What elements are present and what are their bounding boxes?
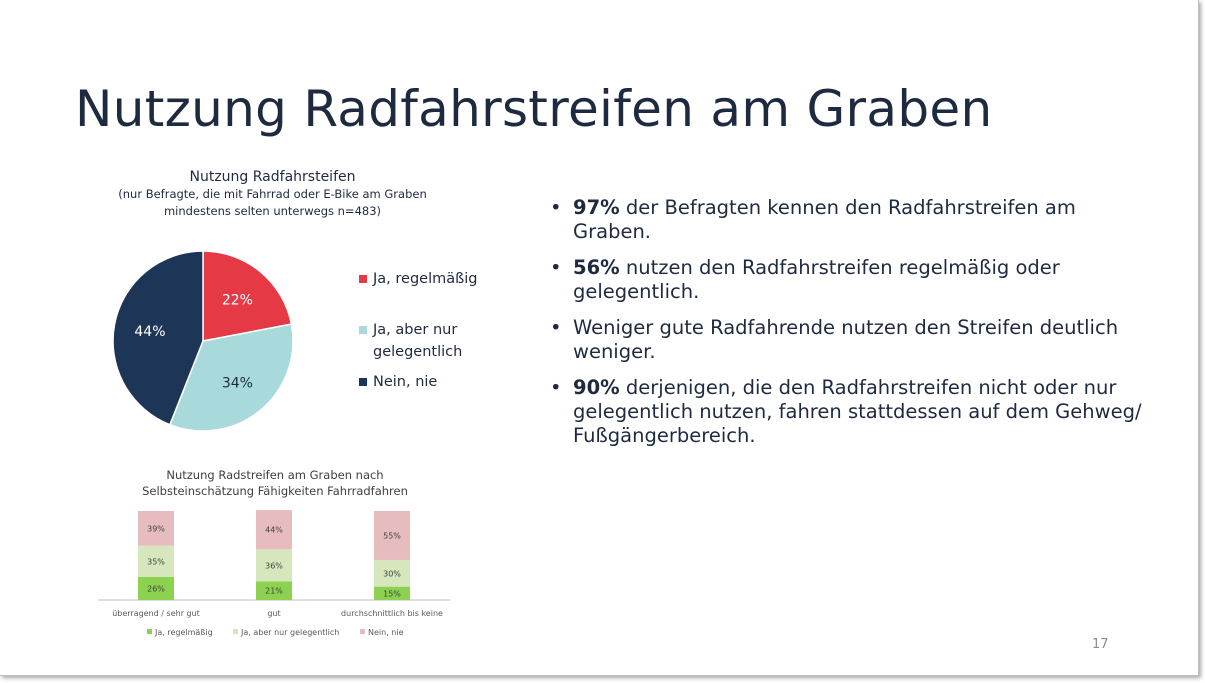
bar-data-label: 36% [265, 561, 283, 570]
bar-data-label: 55% [383, 531, 401, 540]
bar-legend-label: Nein, nie [368, 628, 404, 637]
legend-label-gelegentlich-line2: gelegentlich [373, 344, 463, 360]
bar-segment [256, 549, 292, 582]
pie-chart-subtitle: (nur Befragte, die mit Fahrrad oder E-Bi… [118, 187, 427, 218]
bar-segment [374, 511, 410, 560]
bullet-bold: 90% [573, 376, 620, 399]
legend-label-gelegentlich-line1: Ja, aber nur [373, 322, 458, 338]
bar-data-label: 15% [383, 589, 401, 598]
bullet-item: • 90% derjenigen, die den Radfahrstreifen… [550, 376, 1150, 448]
slide-title: Nutzung Radfahrstreifen am Graben [75, 80, 993, 138]
bullet-text: der Befragten kennen den Radfahrstreifen… [573, 196, 1076, 243]
bullet-dot: • [550, 196, 562, 219]
bullet-dot: • [550, 376, 562, 399]
pie-data-label: 34% [222, 376, 253, 392]
legend-label-regelmaessig: Ja, regelmäßig [373, 271, 478, 287]
pie-chart-heading: Nutzung Radfahrsteifen (nur Befragte, di… [100, 168, 445, 220]
bullet-list: • 97% der Befragten kennen den Radfahrstr… [550, 196, 1150, 460]
bar-data-label: 39% [147, 524, 165, 533]
bullet-text: derjenigen, die den Radfahrstreifen nich… [573, 376, 1142, 447]
legend-swatch-gelegentlich [359, 326, 367, 334]
pie-chart-title: Nutzung Radfahrsteifen [189, 169, 356, 185]
bar-legend-swatch [147, 629, 152, 634]
bar-segment [374, 559, 410, 587]
bar-chart-title: Nutzung Radstreifen am Graben nach Selbs… [90, 467, 460, 499]
page-number: 17 [1092, 637, 1109, 652]
bar-segment [138, 545, 174, 577]
bar-chart-title-line1: Nutzung Radstreifen am Graben nach [166, 468, 384, 482]
bar-data-label: 35% [147, 557, 165, 566]
legend-label-gelegentlich: Ja, aber nur gelegentlich [373, 319, 462, 363]
bar-data-label: 44% [265, 526, 283, 535]
pie-chart: 22% 34% 44% [112, 250, 294, 432]
stacked-bar-chart: 26% 35% 39% überragend / sehr gut 21% 36% 44% g… [98, 510, 450, 637]
bullet-text: Weniger gute Radfahrende nutzen den Stre… [573, 316, 1119, 363]
bar-data-label: 21% [265, 587, 283, 596]
bar-data-label: 30% [383, 569, 401, 578]
pie-data-label: 22% [222, 292, 253, 308]
bullet-dot: • [550, 316, 562, 339]
bar-category-label: gut [267, 609, 280, 618]
legend-swatch-nie [359, 378, 367, 386]
pie-slice [202, 250, 293, 342]
bar-segment [256, 581, 292, 600]
bullet-text: nutzen den Radfahrstreifen regelmäßig od… [573, 256, 1060, 303]
bar-segment [138, 511, 174, 546]
pie-slice [168, 323, 294, 432]
bar-legend-label: Ja, regelmäßig [154, 628, 213, 637]
legend-swatch-regelmaessig [359, 275, 367, 283]
bar-chart-title-line2: Selbsteinschätzung Fähigkeiten Fahrradfa… [142, 484, 408, 498]
bullet-item: • 56% nutzen den Radfahrstreifen regelmäß… [550, 256, 1150, 304]
bullet-dot: • [550, 256, 562, 279]
bar-segment [374, 586, 410, 600]
bar-category-label: überragend / sehr gut [112, 609, 200, 618]
bar-legend-swatch [233, 629, 238, 634]
bar-legend-label: Ja, aber nur gelegentlich [240, 628, 339, 637]
bullet-bold: 97% [573, 196, 620, 219]
pie-data-label: 44% [134, 324, 165, 340]
legend-label-nie: Nein, nie [373, 374, 438, 390]
bar-segment [138, 576, 174, 600]
bullet-bold: 56% [573, 256, 620, 279]
pie-slice [112, 250, 204, 426]
bullet-item: • Weniger gute Radfahrende nutzen den Str… [550, 316, 1150, 364]
bar-data-label: 26% [147, 584, 165, 593]
bullet-item: • 97% der Befragten kennen den Radfahrstr… [550, 196, 1150, 244]
bar-segment [256, 510, 292, 550]
bar-legend-swatch [360, 629, 365, 634]
bar-category-label: durchschnittlich bis keine [341, 609, 443, 618]
